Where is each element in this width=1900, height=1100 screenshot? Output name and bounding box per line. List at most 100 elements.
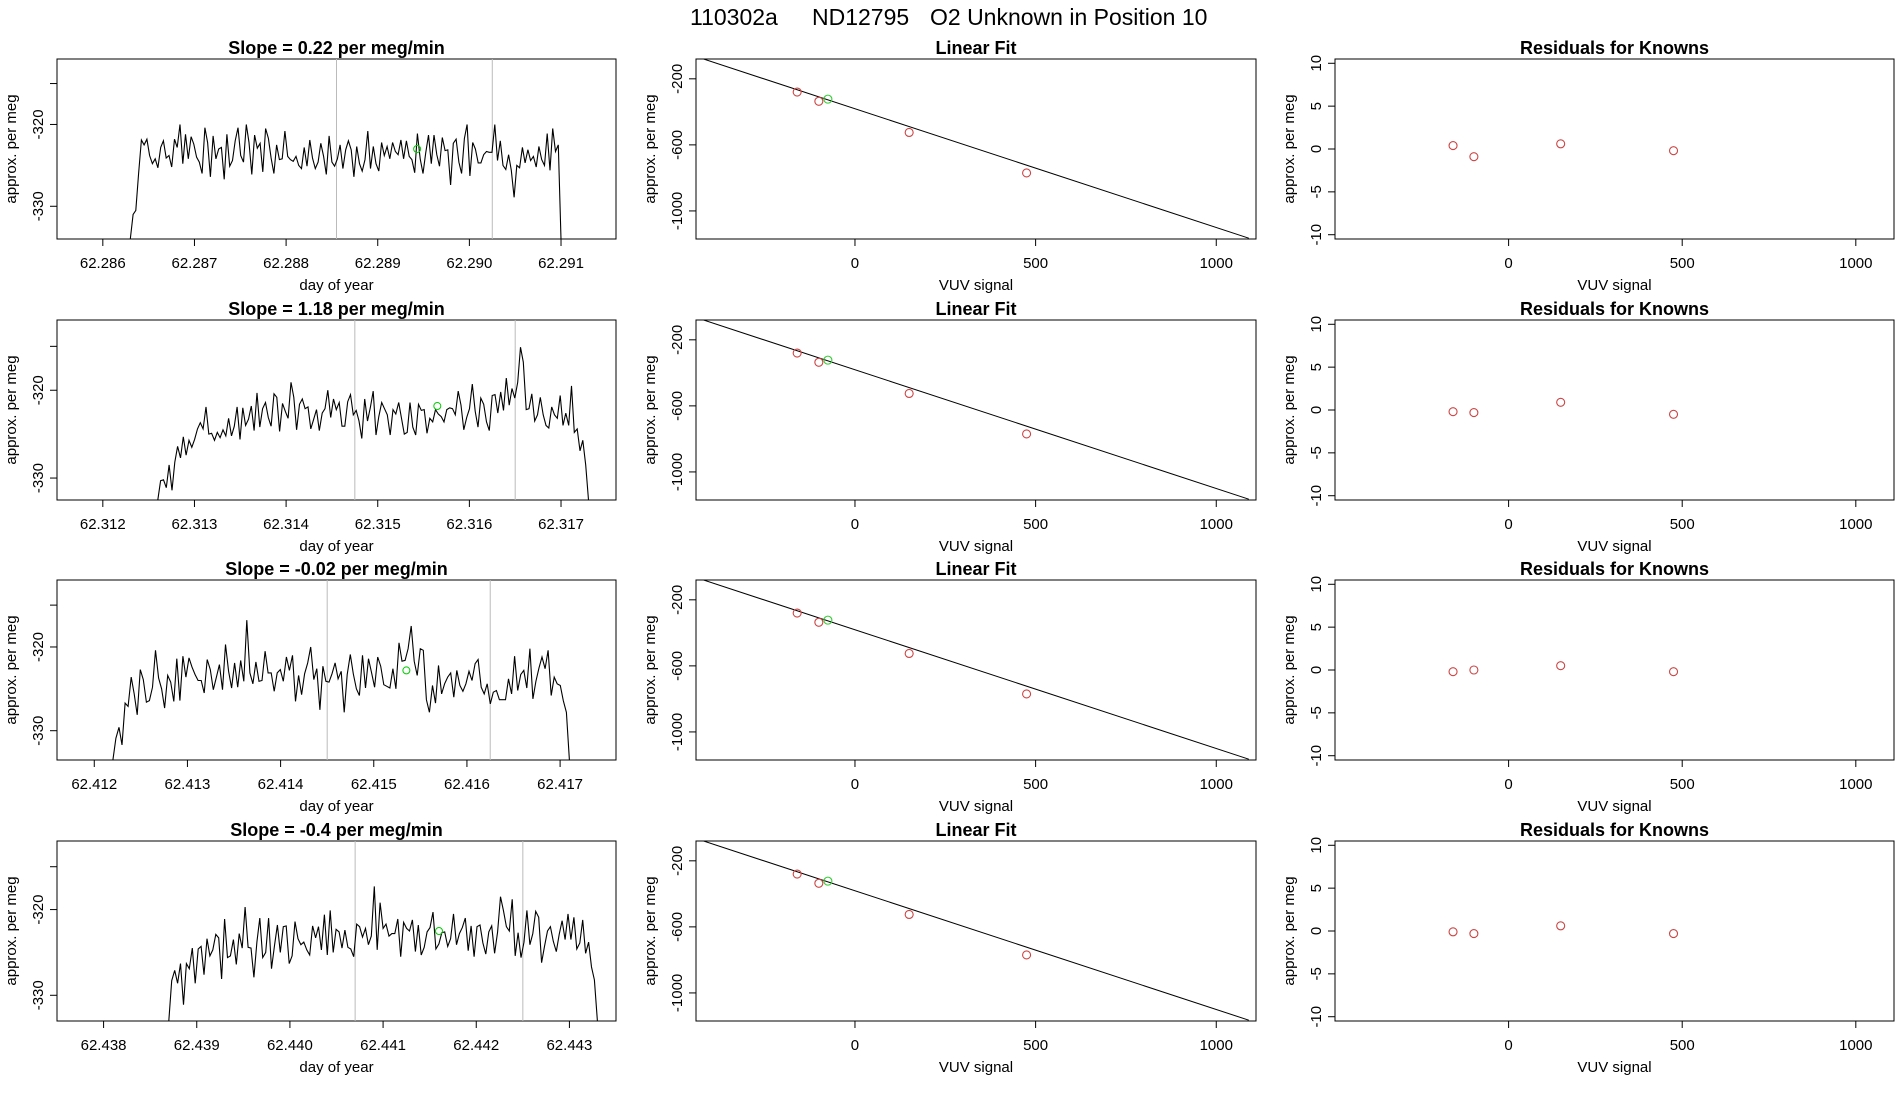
y-tick-label: -320 [30, 632, 47, 662]
unknown-mean-point [402, 666, 411, 675]
x-tick-label: 62.414 [258, 776, 304, 793]
y-tick-label: -10 [1308, 745, 1325, 767]
x-tick-label: 1000 [1200, 516, 1233, 533]
unknown-point [823, 876, 833, 886]
plot-frame [695, 58, 1257, 240]
x-tick-label: 62.315 [355, 516, 401, 533]
plot-area [701, 841, 1249, 1021]
x-axis-label: VUV signal [1577, 798, 1651, 815]
residual-point [1469, 929, 1479, 939]
run-id: 110302a [690, 4, 778, 30]
x-tick-label: 62.289 [355, 255, 401, 272]
x-tick-label: 0 [1504, 516, 1512, 533]
y-tick-label: 0 [1308, 666, 1325, 674]
residual-point [1469, 408, 1479, 418]
x-tick-label: 500 [1670, 776, 1695, 793]
plot-area [1448, 661, 1679, 677]
y-tick-label: 10 [1308, 837, 1325, 854]
panel-title: Residuals for Knowns [1520, 559, 1709, 579]
y-tick-label: -1000 [669, 974, 686, 1012]
x-tick-label: 1000 [1200, 1037, 1233, 1054]
residual-point [1668, 409, 1679, 419]
plot-frame [1334, 58, 1895, 240]
y-tick-label: 5 [1308, 884, 1325, 892]
panel-2-1: Slope = 1.18 per meg/min day of year appro… [3, 299, 617, 555]
y-tick-label: -330 [30, 191, 47, 221]
x-tick-label: 62.442 [453, 1037, 499, 1054]
panel-4-2: Linear Fit VUV signal approx. per meg 0 500 1… [642, 820, 1257, 1076]
x-axis-label: day of year [299, 277, 373, 294]
panel-title: Linear Fit [935, 38, 1016, 58]
x-tick-label: 62.412 [71, 776, 117, 793]
x-axis-label: day of year [299, 538, 373, 555]
unknown-mean-point [413, 145, 422, 153]
y-tick-label: -600 [669, 912, 686, 942]
x-tick-label: 62.291 [538, 255, 584, 272]
plot-frame [1334, 319, 1895, 501]
panel-title: Residuals for Knowns [1520, 299, 1709, 319]
plot-area [701, 59, 1249, 239]
y-axis-label: approx. per meg [642, 94, 659, 203]
unknown-point [823, 615, 833, 625]
y-axis-label: approx. per meg [3, 876, 20, 985]
signal-series-line [112, 620, 570, 760]
y-tick-label: -330 [30, 716, 47, 746]
known-point [814, 96, 824, 106]
x-axis-label: day of year [299, 1059, 373, 1076]
y-tick-label: -10 [1308, 485, 1325, 507]
x-tick-label: 500 [1023, 516, 1048, 533]
panel-4-3: Residuals for Knowns VUV signal approx. pe… [1281, 820, 1895, 1076]
panel-title: Slope = 1.18 per meg/min [228, 299, 445, 319]
y-tick-label: -5 [1308, 185, 1325, 198]
x-tick-label: 62.439 [174, 1037, 220, 1054]
x-tick-label: 62.316 [446, 516, 492, 533]
plot-frame [695, 579, 1257, 761]
x-axis-label: day of year [299, 798, 373, 815]
x-tick-label: 62.416 [444, 776, 490, 793]
y-tick-label: -320 [30, 109, 47, 139]
known-point [1022, 689, 1032, 699]
y-axis-label: approx. per meg [1281, 355, 1298, 464]
x-tick-label: 62.313 [172, 516, 218, 533]
plot-frame [1334, 579, 1895, 761]
known-point [814, 357, 824, 367]
x-axis-label: VUV signal [939, 1059, 1013, 1076]
plot-area [129, 59, 562, 239]
x-tick-label: 0 [1504, 776, 1512, 793]
y-tick-label: -200 [669, 585, 686, 615]
x-axis-label: VUV signal [1577, 1059, 1651, 1076]
x-tick-label: 0 [851, 255, 859, 272]
x-tick-label: 62.314 [263, 516, 309, 533]
plot-area [1448, 921, 1679, 939]
y-tick-label: -1000 [669, 713, 686, 751]
x-tick-label: 1000 [1200, 255, 1233, 272]
known-point [904, 127, 914, 138]
x-tick-label: 1000 [1839, 255, 1872, 272]
x-tick-label: 500 [1023, 255, 1048, 272]
y-axis-label: approx. per meg [1281, 94, 1298, 203]
known-point [792, 348, 802, 358]
y-tick-label: -600 [669, 651, 686, 681]
y-tick-label: 10 [1308, 55, 1325, 72]
tank-id: ND12795 [812, 4, 909, 30]
panel-3-3: Residuals for Knowns VUV signal approx. pe… [1281, 559, 1895, 815]
x-tick-label: 62.286 [80, 255, 126, 272]
x-tick-label: 62.290 [446, 255, 492, 272]
plot-frame [56, 579, 617, 761]
x-tick-label: 500 [1670, 255, 1695, 272]
signal-series-line [168, 886, 598, 1021]
fit-line [701, 59, 1249, 239]
residual-point [1668, 929, 1679, 939]
known-point [904, 648, 914, 659]
y-tick-label: -200 [669, 846, 686, 876]
y-tick-label: 5 [1308, 102, 1325, 110]
panel-title: Slope = 0.22 per meg/min [228, 38, 445, 58]
known-point [904, 388, 914, 399]
y-axis-label: approx. per meg [1281, 876, 1298, 985]
known-point [814, 878, 824, 888]
y-tick-label: -330 [30, 463, 47, 493]
y-tick-label: 0 [1308, 927, 1325, 935]
x-tick-label: 62.441 [360, 1037, 406, 1054]
residual-point [1448, 667, 1458, 677]
